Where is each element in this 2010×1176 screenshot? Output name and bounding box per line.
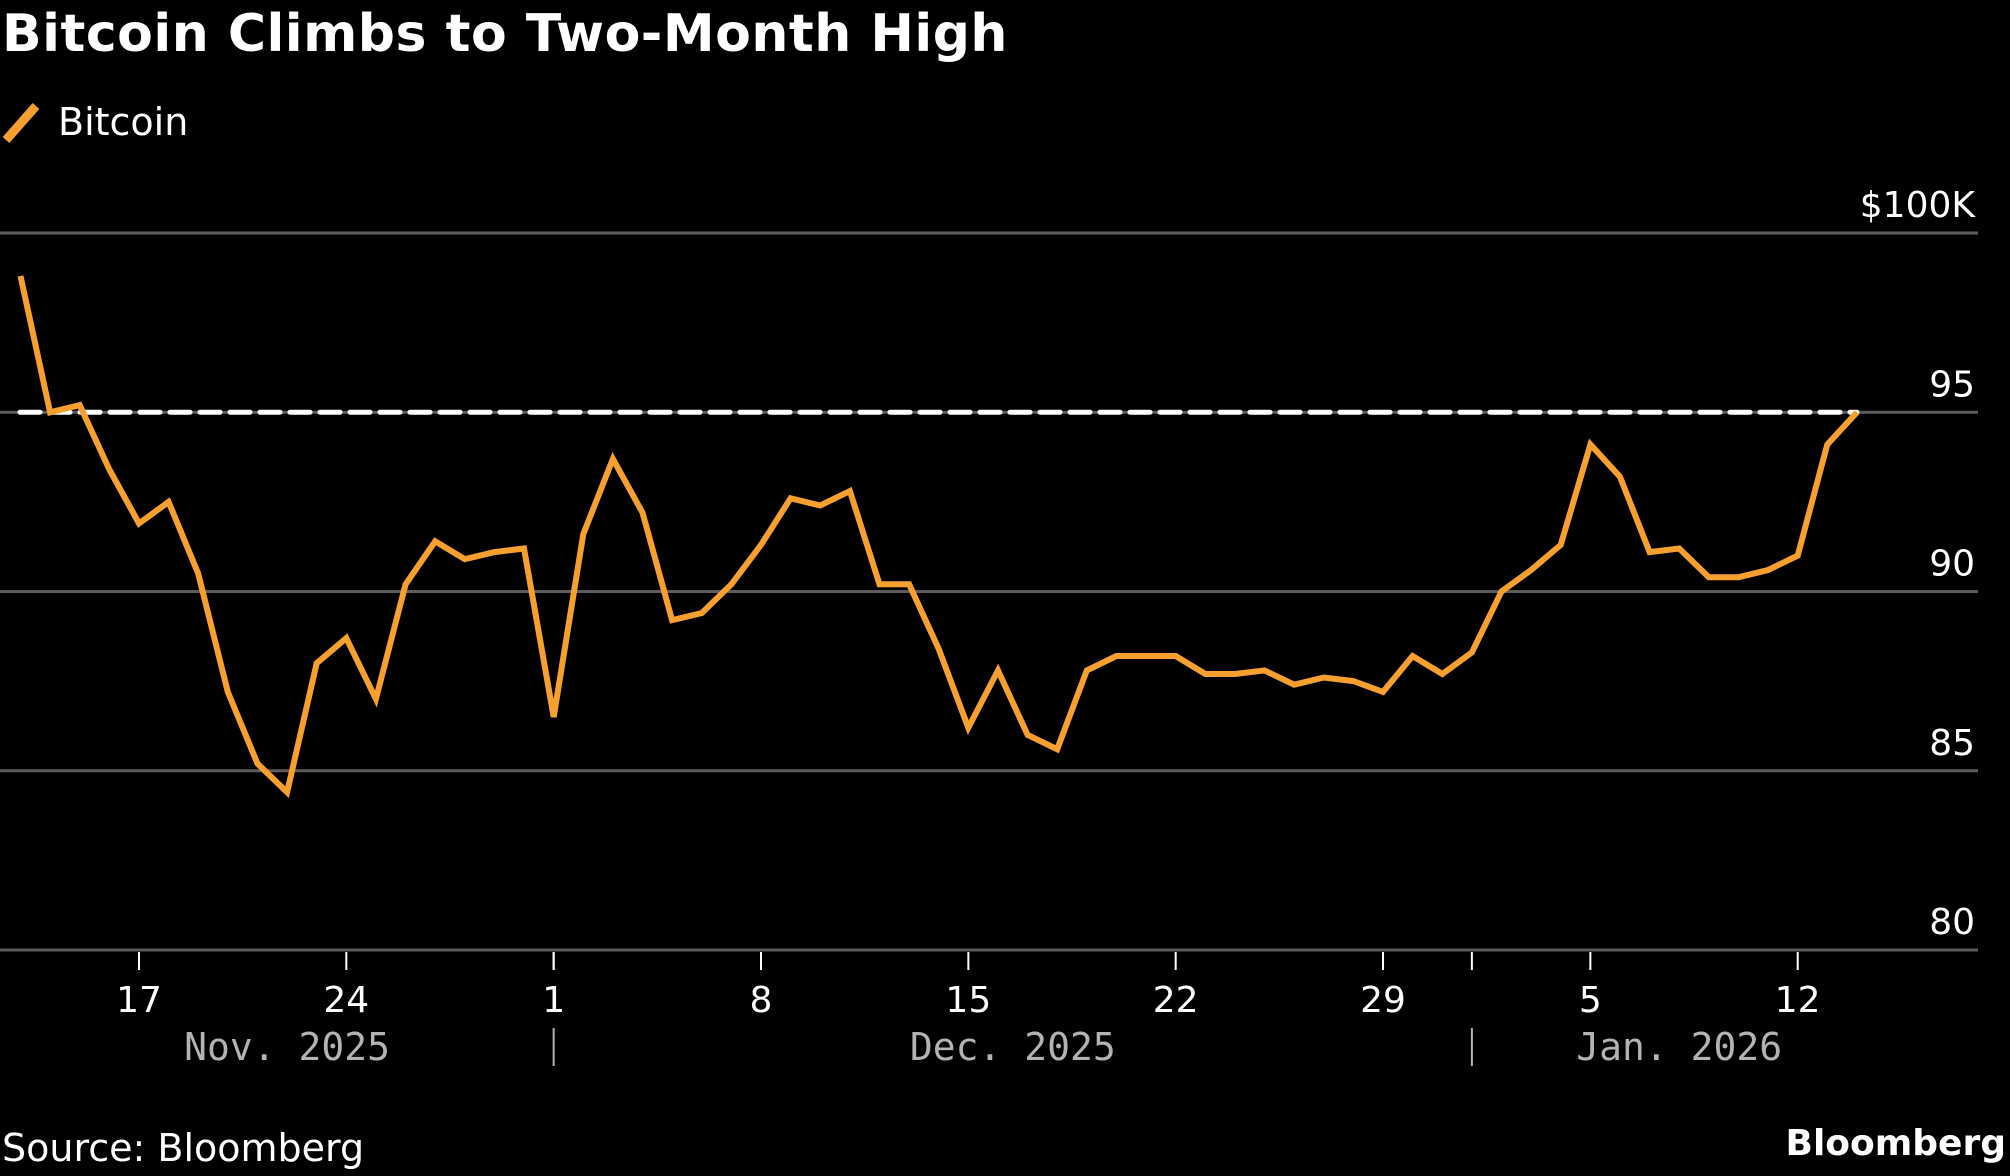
y-tick-label: 85 [1929, 723, 1975, 764]
month-label: Jan. 2026 [1576, 1025, 1782, 1069]
month-label: Nov. 2025 [184, 1025, 390, 1069]
x-tick-label: 22 [1153, 980, 1199, 1021]
legend: Bitcoin [2, 98, 188, 146]
legend-label-bitcoin: Bitcoin [58, 100, 189, 144]
month-label: Dec. 2025 [910, 1025, 1116, 1069]
y-tick-label: $100K [1860, 185, 1977, 226]
bitcoin-price-line [17, 275, 1860, 799]
x-tick-label: 17 [116, 980, 162, 1021]
legend-line-icon [2, 103, 40, 143]
chart-title: Bitcoin Climbs to Two-Month High [2, 4, 1008, 64]
bloomberg-logo: Bloomberg [1785, 1123, 2006, 1164]
x-tick-label: 12 [1775, 980, 1821, 1021]
x-tick-label: 8 [750, 980, 773, 1021]
x-tick-label: 29 [1360, 980, 1406, 1021]
x-tick-label: 5 [1579, 980, 1602, 1021]
y-tick-label: 80 [1929, 902, 1975, 943]
x-tick-label: 1 [542, 980, 565, 1021]
y-tick-label: 95 [1929, 364, 1975, 405]
source-note: Source: Bloomberg [2, 1126, 365, 1170]
x-tick-label: 24 [323, 980, 369, 1021]
y-tick-label: 90 [1929, 544, 1975, 585]
x-tick-label: 15 [945, 980, 991, 1021]
